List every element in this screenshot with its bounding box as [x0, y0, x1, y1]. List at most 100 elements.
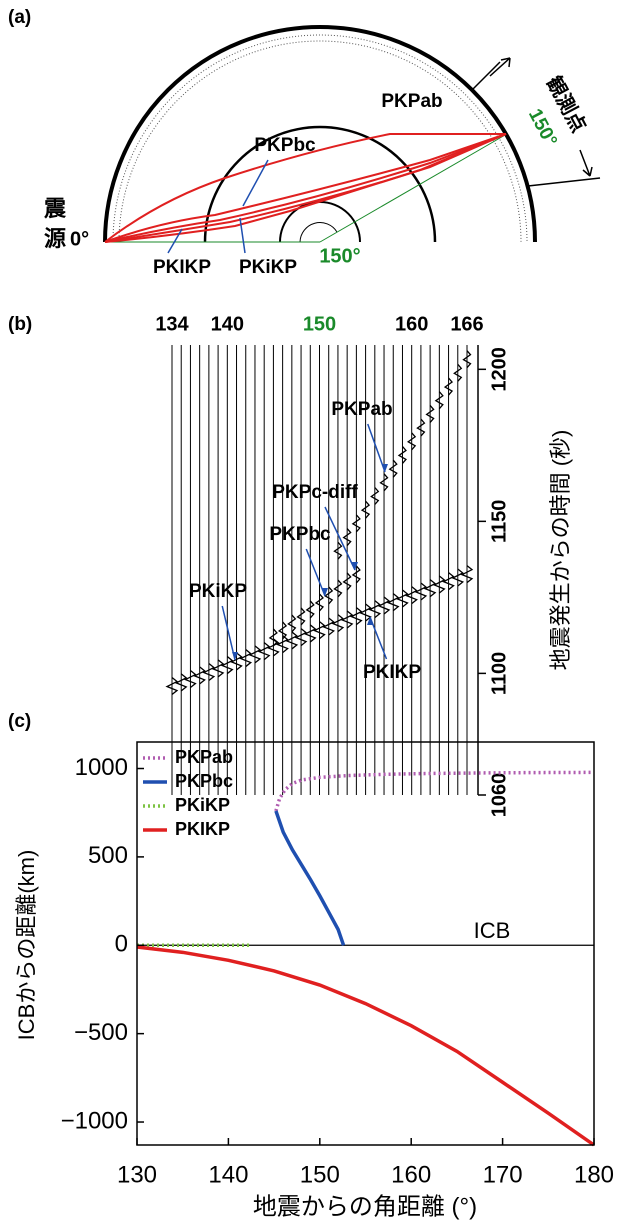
- wiggle: [174, 673, 188, 692]
- phase-label: PKPab: [331, 399, 392, 420]
- phase-label: PKPbc: [269, 524, 331, 545]
- wiggle: [423, 579, 437, 598]
- wiggle: [359, 603, 372, 622]
- wiggle: [322, 617, 335, 636]
- station-angle: 150°: [524, 105, 561, 150]
- y-tick-label: 1000: [75, 754, 128, 781]
- series-line: [136, 945, 595, 1147]
- pointer-head: [382, 464, 388, 472]
- wiggle: [443, 377, 454, 396]
- center-angle: 150°: [319, 245, 360, 267]
- source-label: 源: [44, 226, 66, 251]
- wiggle: [333, 579, 343, 598]
- y-tick-label: 0: [115, 931, 128, 958]
- y-tick-label: −1000: [61, 1107, 128, 1134]
- y-tick-label: 1060: [488, 773, 510, 818]
- pointer: [239, 217, 246, 254]
- x-tick-label: 134: [155, 313, 189, 335]
- station-line: [319, 134, 507, 243]
- ray: [104, 133, 507, 243]
- wiggle: [202, 663, 216, 682]
- x-tick-label: 170: [483, 1161, 523, 1188]
- ray: [104, 133, 506, 243]
- wiggle: [405, 586, 418, 605]
- wiggle: [360, 500, 371, 519]
- y-tick-label: 1150: [488, 500, 510, 543]
- wiggle: [432, 575, 446, 594]
- x-tick-label: 140: [208, 1161, 248, 1188]
- pointer-head: [367, 617, 373, 625]
- wiggle: [453, 363, 463, 382]
- wiggle: [406, 432, 417, 451]
- wiggle: [296, 607, 306, 626]
- wiggle: [379, 473, 389, 492]
- wiggle: [416, 418, 426, 437]
- wiggle: [451, 568, 465, 587]
- panel-label: (a): [8, 7, 31, 28]
- wiggle: [425, 404, 435, 423]
- wiggle: [395, 589, 409, 608]
- wiggle: [351, 514, 361, 533]
- wiggle: [303, 624, 317, 643]
- pointer: [167, 228, 183, 254]
- wiggle: [331, 614, 345, 633]
- wiggle: [287, 614, 297, 633]
- wiggle: [370, 487, 380, 505]
- x-tick-label: 160: [395, 313, 428, 335]
- pointer: [221, 605, 236, 661]
- wiggle: [340, 610, 354, 629]
- panel-label: (b): [8, 314, 32, 335]
- wiggle: [248, 645, 262, 664]
- earth-surface: [103, 25, 537, 243]
- arrow: [579, 149, 593, 177]
- ray: [104, 133, 507, 243]
- y-tick-label: 1200: [488, 347, 510, 392]
- series-line: [274, 810, 346, 946]
- wiggle: [239, 649, 253, 668]
- wiggle: [294, 628, 308, 647]
- wiggle: [386, 593, 400, 612]
- wiggle: [285, 631, 299, 650]
- wiggle: [312, 621, 326, 640]
- wiggle: [314, 593, 325, 612]
- wiggle: [165, 677, 179, 696]
- wiggle: [211, 659, 225, 678]
- bracket: [527, 177, 601, 187]
- x-tick-label: 150: [303, 313, 336, 335]
- pointer: [324, 506, 356, 571]
- wiggle: [397, 446, 407, 464]
- wiggle: [333, 541, 343, 560]
- ray: [104, 133, 507, 243]
- y-axis-label: ICBからの距離(km): [14, 850, 39, 1041]
- legend-label: PKIKP: [175, 819, 230, 839]
- x-tick-label: 150: [300, 1161, 340, 1188]
- phase-label: PKIKP: [363, 662, 421, 683]
- phase-label: PKPab: [381, 91, 442, 112]
- x-axis-label: 地震からの角距離 (°): [253, 1193, 477, 1220]
- x-tick-label: 160: [391, 1161, 431, 1188]
- wiggle: [220, 656, 234, 675]
- phase-label: PKiKP: [239, 257, 297, 278]
- x-tick-label: 130: [117, 1161, 157, 1188]
- wiggle: [183, 670, 197, 689]
- wiggle: [434, 391, 444, 410]
- source-angle: 0°: [70, 228, 89, 250]
- wiggle: [351, 565, 361, 584]
- wiggle: [342, 528, 352, 546]
- y-tick-label: −500: [74, 1019, 128, 1046]
- wiggle: [377, 596, 391, 615]
- y-axis-label: 地震発生からの時間 (秒): [548, 430, 573, 671]
- wiggle: [414, 582, 428, 601]
- wiggle: [460, 565, 474, 584]
- arrow: [489, 57, 511, 77]
- pointer: [242, 159, 269, 207]
- x-tick-label: 166: [450, 313, 483, 335]
- wiggle: [257, 642, 271, 661]
- dotted-layer: [118, 40, 522, 243]
- wiggle: [368, 600, 382, 619]
- x-tick-label: 140: [211, 313, 244, 335]
- series-line: [274, 770, 595, 812]
- pointer-head: [322, 588, 328, 596]
- y-tick-label: 1100: [488, 652, 510, 695]
